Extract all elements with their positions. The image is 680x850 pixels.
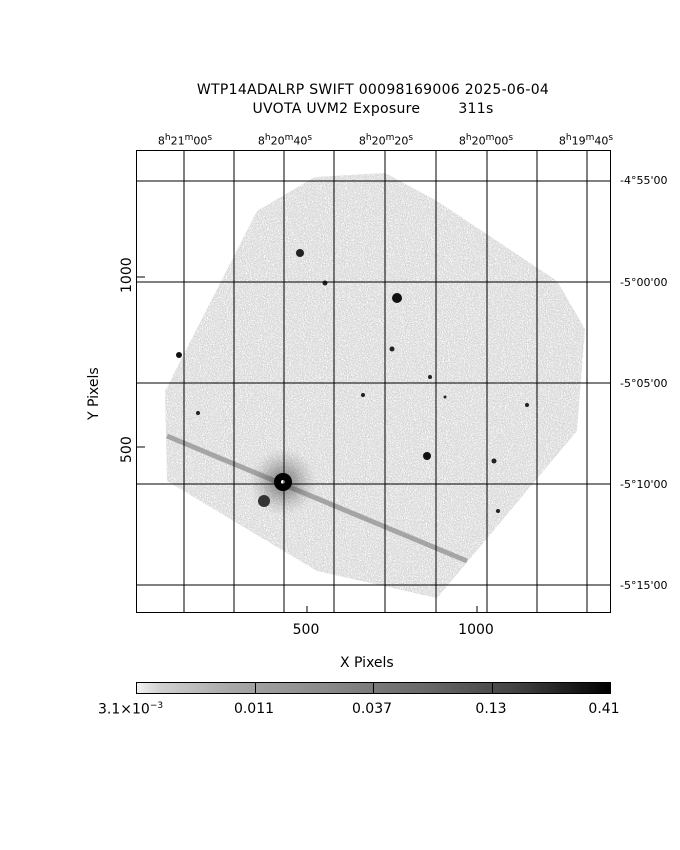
coordinate-grid — [137, 151, 610, 612]
image-title-line2: UVOTA UVM2 Exposure 311s — [252, 101, 494, 117]
image-title-line1: WTP14ADALRP SWIFT 00098169006 2025-06-04 — [196, 82, 550, 98]
colorbar-label: 0.13 — [475, 701, 507, 717]
sky-image-frame — [136, 150, 611, 613]
ra-label: 8h20m40s — [257, 133, 313, 148]
dec-label: -5°05'00 — [620, 377, 668, 390]
colorbar-label: 0.037 — [351, 701, 393, 717]
colorbar-label-min: 3.1×10−3 — [98, 701, 164, 718]
ra-label: 8h21m00s — [157, 133, 213, 148]
colorbar-label: 0.011 — [233, 701, 275, 717]
x-axis-label: X Pixels — [340, 655, 394, 671]
sources — [176, 249, 529, 516]
y-tick-label: 1000 — [119, 257, 135, 293]
colorbar-label-max: 0.41 — [588, 701, 620, 717]
y-tick-label: 500 — [119, 436, 135, 463]
y-axis-label: Y Pixels — [86, 367, 102, 420]
ra-label: 8h20m00s — [458, 133, 514, 148]
sky-image — [137, 151, 610, 612]
dec-label: -5°00'00 — [620, 276, 668, 289]
x-tick-label: 500 — [292, 622, 320, 638]
dec-label: -5°10'00 — [620, 478, 668, 491]
dec-label: -4°55'00 — [620, 174, 668, 187]
colorbar — [136, 682, 611, 694]
x-tick-label: 1000 — [458, 622, 494, 638]
ra-label: 8h20m20s — [358, 133, 414, 148]
dec-label: -5°15'00 — [620, 579, 668, 592]
ra-label: 8h19m40s — [558, 133, 614, 148]
